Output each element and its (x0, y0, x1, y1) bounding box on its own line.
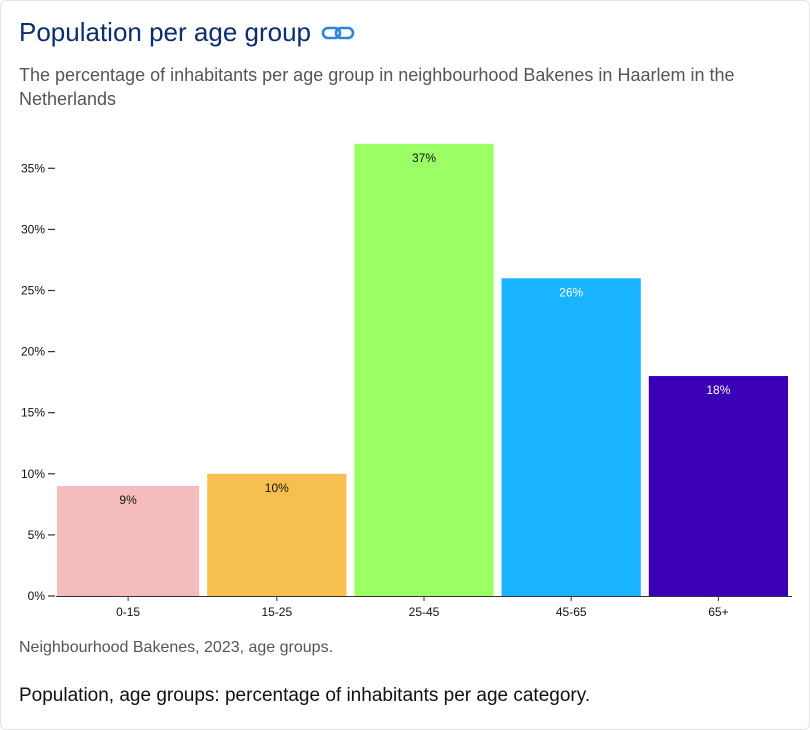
chart-footnote: Population, age groups: percentage of in… (19, 685, 591, 706)
chart-title: Population per age group (19, 17, 312, 47)
y-tick-label: 35% (21, 161, 45, 175)
bar-65+[interactable] (648, 376, 788, 596)
x-tick-label-25-45: 25-45 (409, 605, 440, 619)
bar-label-0-15: 9% (119, 493, 137, 507)
chart-subtitle: The percentage of inhabitants per age gr… (19, 65, 735, 109)
y-tick-label: 10% (21, 467, 45, 481)
bar-label-15-25: 10% (265, 481, 289, 495)
y-tick-label: 15% (21, 406, 45, 420)
bar-45-65[interactable] (501, 278, 641, 596)
x-tick-label-0-15: 0-15 (116, 605, 140, 619)
link-icon[interactable] (321, 24, 355, 42)
bar-0-15[interactable] (57, 486, 200, 596)
bar-25-45[interactable] (354, 143, 494, 597)
y-tick-label: 0% (28, 589, 46, 603)
bar-chart: 9% 0-15 10% 15-25 37% 25-45 26% 45-65 18% 65+ 0% 5%… (21, 143, 792, 619)
title-row: Population per age group (19, 17, 355, 48)
x-tick-label-45-65: 45-65 (556, 605, 587, 619)
y-tick-label: 5% (28, 528, 46, 542)
y-tick-label: 20% (21, 345, 45, 359)
bar-label-45-65: 26% (559, 285, 583, 299)
bar-label-65+: 18% (706, 383, 730, 397)
y-tick-label: 25% (21, 284, 45, 298)
chart-caption: Neighbourhood Bakenes, 2023, age groups. (19, 639, 334, 656)
x-tick-label-15-25: 15-25 (261, 605, 292, 619)
bar-15-25[interactable] (207, 473, 347, 596)
y-tick-label: 30% (21, 222, 45, 236)
x-tick-label-65+: 65+ (708, 605, 728, 619)
bar-label-25-45: 37% (412, 151, 436, 165)
